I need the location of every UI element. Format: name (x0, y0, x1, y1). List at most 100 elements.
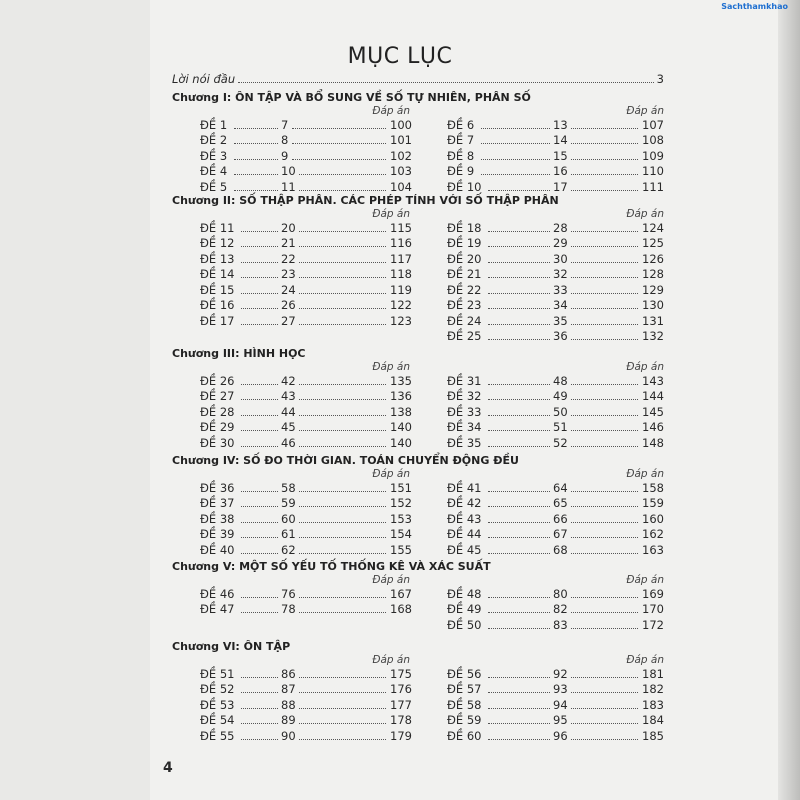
exam-page: 17 (553, 179, 568, 194)
exam-label: ĐỀ 43 (447, 511, 482, 526)
exam-label: ĐỀ 28 (200, 404, 235, 419)
exam-label: ĐỀ 33 (447, 404, 482, 419)
dot-leader (299, 383, 386, 385)
answer-page: 132 (642, 329, 664, 343)
dot-leader (241, 707, 278, 709)
exam-label: ĐỀ 45 (447, 542, 482, 557)
exam-page: 66 (553, 511, 568, 526)
answer-page: 128 (642, 267, 664, 281)
exam-label: ĐỀ 36 (200, 480, 235, 495)
exam-page: 7 (281, 117, 289, 132)
preface-label: Lời nói đầu (172, 72, 236, 86)
dot-leader (299, 189, 386, 191)
exam-label: ĐỀ 25 (447, 329, 482, 343)
exam-page: 80 (553, 586, 568, 601)
answer-page: 158 (642, 480, 664, 495)
answer-page: 107 (642, 117, 664, 132)
preface-page: 3 (656, 72, 664, 86)
exam-page: 58 (281, 480, 296, 495)
dot-leader (571, 627, 638, 629)
dot-leader (488, 323, 550, 325)
dot-leader (480, 174, 550, 175)
dot-leader (241, 399, 278, 400)
dot-leader (571, 506, 638, 507)
exam-label: ĐỀ 41 (447, 480, 482, 495)
exam-page: 44 (281, 404, 296, 419)
exam-label: ĐỀ 10 (447, 179, 482, 194)
dot-leader (241, 230, 278, 232)
dot-leader (571, 738, 638, 740)
dot-leader (299, 596, 386, 598)
exam-label: ĐỀ 32 (447, 389, 482, 403)
dot-leader (299, 692, 386, 693)
exam-label: ĐỀ 24 (447, 313, 482, 328)
answer-page: 152 (390, 496, 412, 510)
answer-page: 153 (390, 511, 412, 526)
dot-leader (299, 246, 386, 247)
answer-page: 140 (390, 435, 412, 450)
exam-label: ĐỀ 49 (447, 602, 482, 616)
exam-page: 42 (281, 373, 296, 388)
exam-label: ĐỀ 42 (447, 496, 482, 510)
exam-page: 35 (553, 313, 568, 328)
exam-page: 60 (281, 511, 296, 526)
dot-leader (488, 292, 550, 294)
dot-leader (241, 414, 278, 416)
exam-page: 51 (553, 420, 568, 434)
dot-leader (233, 174, 278, 175)
answer-column-header: Đáp án (372, 573, 410, 586)
dot-leader (571, 339, 638, 340)
exam-label: ĐỀ 59 (447, 713, 482, 727)
dot-leader (488, 308, 550, 309)
exam-page: 87 (281, 682, 296, 696)
answer-page: 116 (390, 236, 412, 250)
dot-leader (241, 323, 278, 325)
dot-leader (299, 723, 386, 724)
answer-page: 103 (390, 164, 412, 178)
exam-page: 83 (553, 617, 568, 632)
exam-label: ĐỀ 22 (447, 282, 482, 297)
dot-leader (571, 399, 638, 400)
dot-leader (299, 174, 386, 175)
answer-page: 183 (642, 697, 664, 712)
dot-leader (488, 430, 550, 431)
answer-column-header: Đáp án (372, 467, 410, 480)
exam-page: 64 (553, 480, 568, 495)
answer-page: 182 (642, 682, 664, 696)
dot-leader (233, 127, 278, 129)
exam-page: 24 (281, 282, 296, 297)
dot-leader (299, 430, 386, 431)
exam-page: 62 (281, 542, 296, 557)
dot-leader (571, 383, 638, 385)
dot-leader (299, 506, 386, 507)
dot-leader (241, 445, 278, 447)
dot-leader (299, 261, 386, 263)
exam-page: 15 (553, 148, 568, 163)
answer-page: 101 (390, 133, 412, 147)
dot-leader (488, 246, 550, 247)
answer-page: 159 (642, 496, 664, 510)
exam-page: 28 (553, 220, 568, 235)
dot-leader (299, 552, 386, 554)
dot-leader (299, 676, 386, 678)
dot-leader (241, 261, 278, 263)
exam-page: 10 (281, 164, 296, 178)
dot-leader (488, 552, 550, 554)
answer-page: 123 (390, 313, 412, 328)
chapter-heading: Chương V: MỘT SỐ YẾU TỐ THỐNG KÊ VÀ XÁC … (172, 559, 491, 573)
dot-leader (571, 174, 638, 175)
exam-label: ĐỀ 1 (200, 117, 228, 132)
dot-leader (241, 521, 278, 523)
answer-page: 104 (390, 179, 412, 194)
answer-page: 179 (390, 728, 412, 743)
exam-page: 26 (281, 298, 296, 312)
answer-page: 143 (642, 373, 664, 388)
answer-page: 129 (642, 282, 664, 297)
exam-label: ĐỀ 6 (447, 117, 475, 132)
dot-leader (571, 261, 638, 263)
exam-label: ĐỀ 35 (447, 435, 482, 450)
answer-page: 176 (390, 682, 412, 696)
dot-leader (488, 521, 550, 523)
dot-leader (488, 399, 550, 400)
dot-leader (241, 537, 278, 538)
